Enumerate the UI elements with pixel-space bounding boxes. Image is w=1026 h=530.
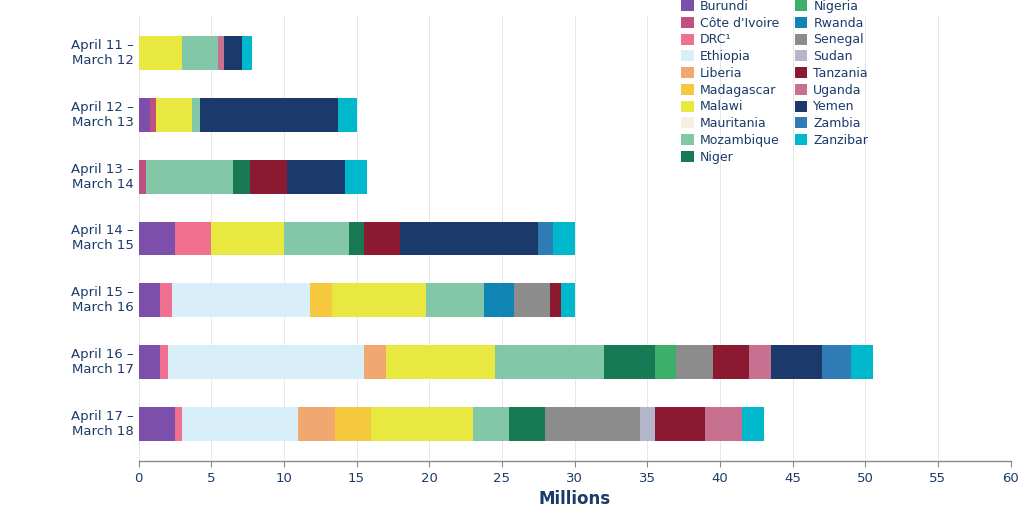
Bar — [603, 345, 655, 379]
Bar — [299, 407, 334, 441]
Bar — [174, 407, 183, 441]
Bar — [174, 222, 211, 255]
Bar — [139, 36, 183, 70]
Bar — [139, 407, 174, 441]
Bar — [509, 407, 546, 441]
Bar — [172, 284, 310, 317]
Bar — [225, 36, 242, 70]
Bar — [364, 222, 400, 255]
Bar — [334, 407, 371, 441]
Legend: Burundi, Côte d'Ivoire, DRC¹, Ethiopia, Liberia, Madagascar, Malawi, Mauritania,: Burundi, Côte d'Ivoire, DRC¹, Ethiopia, … — [681, 0, 868, 164]
Bar — [287, 160, 345, 193]
Bar — [742, 407, 763, 441]
Bar — [199, 98, 338, 132]
Bar — [640, 407, 655, 441]
Bar — [473, 407, 509, 441]
Bar — [219, 36, 225, 70]
Bar — [310, 284, 331, 317]
Bar — [546, 407, 640, 441]
Bar — [561, 284, 575, 317]
Bar — [233, 160, 250, 193]
Bar — [139, 284, 160, 317]
Bar — [331, 284, 427, 317]
Bar — [771, 345, 822, 379]
Bar — [146, 160, 233, 193]
Bar — [550, 284, 561, 317]
Bar — [139, 160, 146, 193]
Bar — [139, 98, 150, 132]
Bar — [284, 222, 349, 255]
Bar — [242, 36, 252, 70]
X-axis label: Millions: Millions — [539, 490, 610, 508]
Bar — [183, 36, 219, 70]
Bar — [400, 222, 539, 255]
Bar — [160, 284, 172, 317]
Bar — [484, 284, 514, 317]
Bar — [211, 222, 284, 255]
Bar — [553, 222, 575, 255]
Bar — [345, 160, 366, 193]
Bar — [139, 345, 160, 379]
Bar — [338, 98, 357, 132]
Bar — [655, 345, 676, 379]
Bar — [495, 345, 603, 379]
Bar — [706, 407, 742, 441]
Bar — [749, 345, 771, 379]
Bar — [851, 345, 872, 379]
Bar — [371, 407, 473, 441]
Bar — [349, 222, 364, 255]
Bar — [676, 345, 713, 379]
Bar — [156, 98, 192, 132]
Bar — [139, 222, 174, 255]
Bar — [713, 345, 749, 379]
Bar — [150, 98, 156, 132]
Bar — [167, 345, 364, 379]
Bar — [427, 284, 484, 317]
Bar — [822, 345, 851, 379]
Bar — [539, 222, 553, 255]
Bar — [160, 345, 167, 379]
Bar — [655, 407, 706, 441]
Bar — [514, 284, 550, 317]
Bar — [183, 407, 299, 441]
Bar — [192, 98, 200, 132]
Bar — [250, 160, 286, 193]
Bar — [386, 345, 495, 379]
Bar — [364, 345, 386, 379]
